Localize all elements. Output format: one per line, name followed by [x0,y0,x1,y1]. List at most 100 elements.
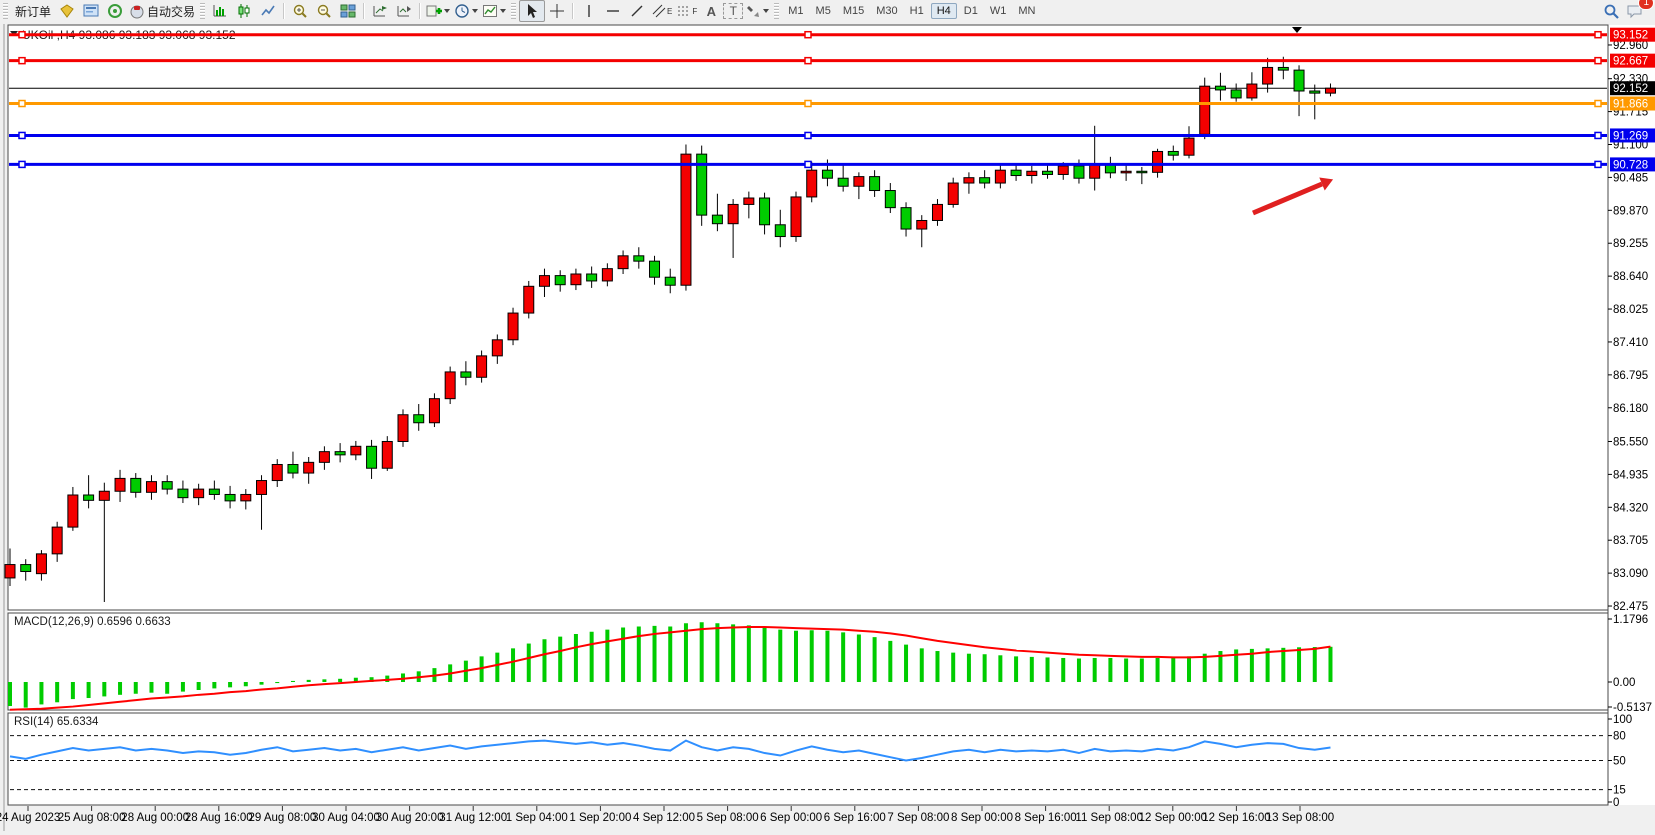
candle-body[interactable] [271,463,283,482]
candle-body[interactable] [1277,66,1289,71]
candle-body[interactable] [130,477,142,493]
candle-body[interactable] [381,440,393,469]
candle-body[interactable] [994,169,1006,184]
candle-body[interactable] [1167,150,1179,156]
candle-body[interactable] [145,481,157,493]
bar-chart-icon[interactable] [208,1,232,21]
candle-body[interactable] [586,273,598,282]
candle-body[interactable] [51,526,63,555]
equidistant-channel-tool-icon[interactable]: E [649,1,674,21]
timeframe-button-M30[interactable]: M30 [876,5,898,17]
candle-body[interactable] [837,177,849,187]
candle-body[interactable] [350,445,362,456]
candle-body[interactable] [774,224,786,238]
tile-windows-icon[interactable] [336,1,360,21]
candle-body[interactable] [318,451,330,463]
candle-body[interactable] [1010,169,1022,177]
candle-body[interactable] [1026,170,1038,177]
candle-body[interactable] [193,488,205,499]
new-order-button[interactable]: 新订单 [15,4,52,19]
candle-body[interactable] [1214,85,1226,91]
candle-body[interactable] [476,355,488,378]
candle-body[interactable] [633,255,645,262]
candle-body[interactable] [759,197,771,226]
timeframe-button-W1[interactable]: W1 [989,5,1007,17]
candle-body[interactable] [1262,66,1274,85]
candle-body[interactable] [790,196,802,238]
candle-body[interactable] [303,461,315,474]
vertical-line-tool-icon[interactable] [577,1,601,21]
candle-body[interactable] [397,414,409,442]
candle-body[interactable] [256,480,268,495]
candle-body[interactable] [208,488,220,495]
chevron-down-icon[interactable] [472,9,479,13]
candle-body[interactable] [554,275,566,286]
line-handle[interactable] [804,30,812,39]
candle-body[interactable] [884,190,896,209]
candle-body[interactable] [35,553,47,575]
auto-trading-button[interactable]: 自动交易 [127,1,197,21]
candle-body[interactable] [1136,170,1148,174]
candle-body[interactable] [570,273,582,286]
candle-body[interactable] [460,371,472,378]
candle-body[interactable] [916,219,928,230]
market-watch-icon[interactable] [79,1,103,21]
search-icon[interactable] [1599,1,1623,21]
timeframe-button-H4[interactable]: H4 [930,3,957,19]
notifications-icon[interactable]: 1 [1623,0,1654,21]
candle-body[interactable] [4,564,16,579]
line-handle[interactable] [804,56,812,65]
indicators-add-icon[interactable] [424,1,452,21]
candle-body[interactable] [931,203,943,221]
candle-body[interactable] [680,153,692,286]
line-handle[interactable] [1594,99,1602,108]
candle-body[interactable] [413,414,425,424]
line-handle[interactable] [18,56,26,65]
timeframe-button-H1[interactable]: H1 [909,5,924,17]
candle-body[interactable] [98,490,110,501]
chart-area[interactable]: UKOil ,H4 93.086 93.183 93.068 93.152MAC… [0,22,1655,835]
auto-scroll-icon[interactable] [368,1,392,21]
line-handle[interactable] [1594,56,1602,65]
text-tool-icon[interactable]: A [706,3,716,19]
chevron-down-icon[interactable] [444,9,451,13]
line-handle[interactable] [804,99,812,108]
fibonacci-tool-icon[interactable]: F [674,1,699,21]
candle-body[interactable] [1120,170,1132,174]
candle-body[interactable] [947,182,959,205]
candle-body[interactable] [161,481,173,490]
candle-body[interactable] [334,451,346,456]
candle-body[interactable] [1042,170,1054,175]
chevron-down-icon[interactable] [763,9,770,13]
candle-body[interactable] [1089,163,1101,179]
candle-body[interactable] [806,169,818,198]
symbols-icon[interactable] [55,1,79,21]
candle-body[interactable] [428,398,440,424]
candle-body[interactable] [1183,137,1195,156]
candle-body[interactable] [1073,165,1085,179]
candle-body[interactable] [1293,69,1305,92]
periods-clock-icon[interactable] [452,1,480,21]
timeframe-button-M5[interactable]: M5 [815,5,831,17]
timeframe-button-M1[interactable]: M1 [788,5,804,17]
candle-body[interactable] [507,312,519,341]
toolbar-grip[interactable] [511,3,517,19]
line-handle[interactable] [18,160,26,169]
toolbar-grip[interactable] [774,3,780,19]
crosshair-tool-icon[interactable] [545,1,569,21]
candle-body[interactable] [1230,89,1242,99]
timeframe-button-MN[interactable]: MN [1018,5,1036,17]
candle-body[interactable] [67,494,79,528]
line-handle[interactable] [1594,131,1602,140]
candle-body[interactable] [224,493,236,502]
chart-canvas[interactable]: UKOil ,H4 93.086 93.183 93.068 93.152MAC… [0,22,1655,835]
candle-body[interactable] [1152,150,1164,173]
chevron-down-icon[interactable] [500,9,507,13]
candle-body[interactable] [1199,85,1211,135]
candle-body[interactable] [523,285,535,314]
horizontal-line-tool-icon[interactable] [601,1,625,21]
line-handle[interactable] [18,30,26,39]
candle-body[interactable] [1057,165,1069,175]
candle-body[interactable] [979,177,991,184]
candlestick-chart-icon[interactable] [232,1,256,21]
